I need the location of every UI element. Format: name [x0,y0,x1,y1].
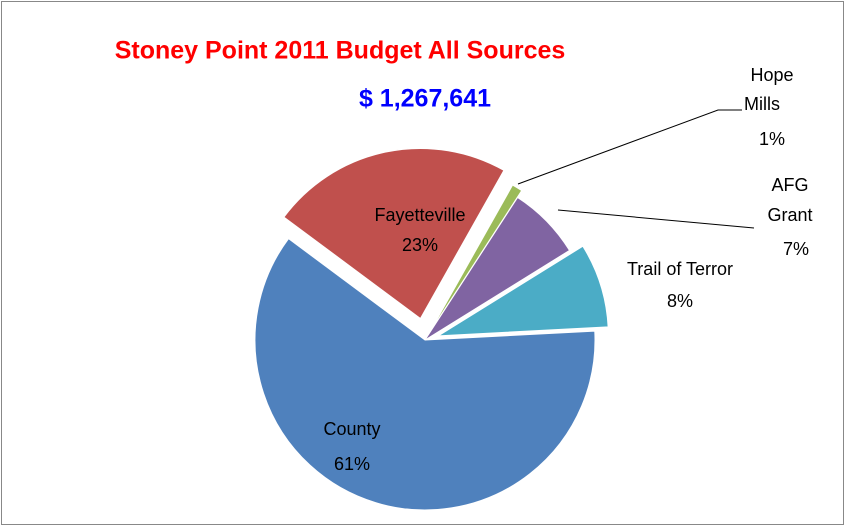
slice-label: County [323,419,380,439]
pie-slice [283,147,505,320]
slice-value-label: 1% [759,129,785,149]
slice-label: AFG Grant [767,175,812,225]
chart-subtitle: $ 1,267,641 [359,85,491,113]
chart-title: Stoney Point 2011 Budget All Sources [115,37,566,65]
slice-value-label: 61% [334,454,370,474]
leader-line [557,209,755,229]
pie-slice [438,245,609,337]
slice-value-label: 7% [783,239,809,259]
slice-value-label: 23% [402,235,438,255]
pie-slice [424,196,571,341]
slice-value-label: 8% [667,291,693,311]
slice-label: Trail of Terror [627,259,733,279]
pie-slice [254,237,596,511]
slice-label: Hope Mills [744,65,794,114]
slice-label: Fayetteville [374,205,465,225]
leader-line [517,109,742,185]
pie-slice [428,184,523,334]
